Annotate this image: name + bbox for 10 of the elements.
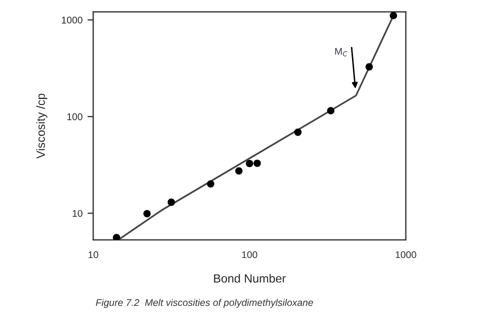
y-axis-title: Viscosity /cp — [36, 94, 48, 159]
x-axis-title: Bond Number — [214, 274, 286, 283]
y-tick-label: 10 — [72, 210, 82, 217]
y-tick-label: 1000 — [62, 16, 82, 24]
x-tick-label: 1000 — [396, 251, 416, 258]
annotation: M$_{C}$ — [335, 48, 348, 56]
y-tick-label: 100 — [67, 113, 82, 120]
x-tick-label: 100 — [242, 251, 258, 258]
caption: Figure 7.2 Melt viscosities of polydimethylsiloxane — [96, 298, 313, 308]
x-tick-label: 10 — [88, 251, 98, 258]
